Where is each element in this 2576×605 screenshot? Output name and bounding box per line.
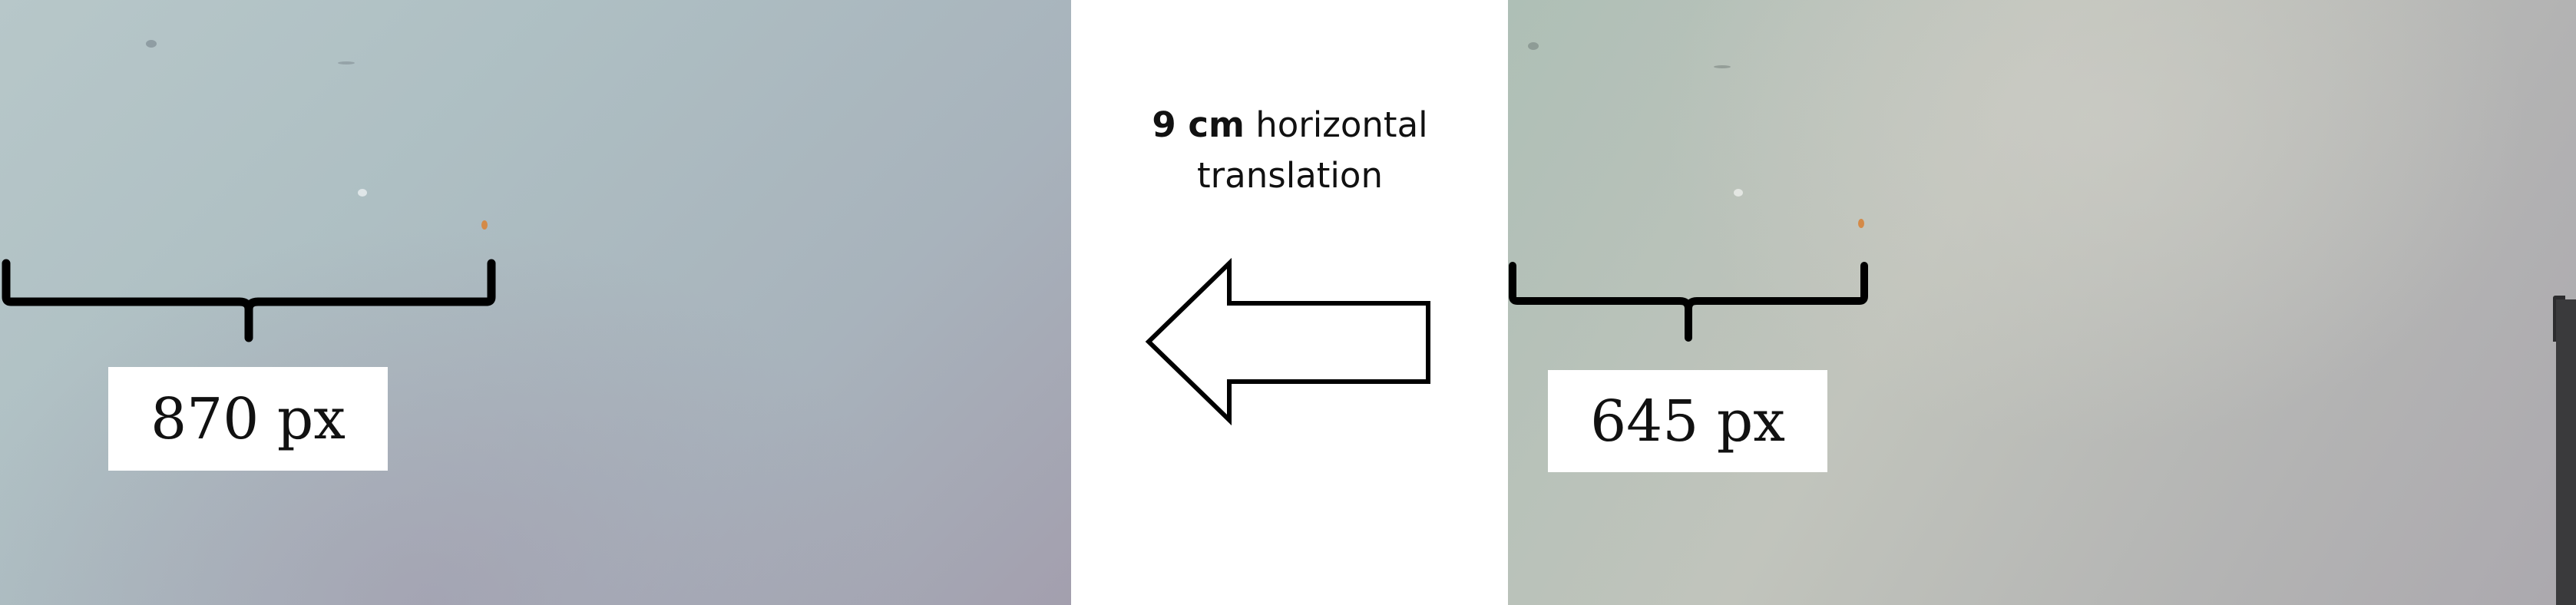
left-brace <box>2 259 496 342</box>
orange-mark <box>481 220 488 230</box>
wall-mark <box>146 40 157 48</box>
dark-object-edge <box>2556 299 2576 605</box>
left-measurement-label: 870 px <box>108 367 388 471</box>
right-measurement-label: 645 px <box>1548 370 1827 472</box>
left-photo: 870 px <box>0 0 1071 605</box>
wall-mark <box>1734 189 1743 197</box>
distance-value: 9 cm <box>1152 104 1245 145</box>
right-brace <box>1509 262 1868 342</box>
translation-caption: 9 cm horizontal translation <box>1090 100 1490 201</box>
wall-mark <box>358 189 367 197</box>
wall-mark <box>1714 65 1731 68</box>
wall-mark <box>338 61 355 64</box>
caption-line-1-rest: horizontal <box>1244 104 1428 145</box>
wall-mark <box>1528 42 1539 50</box>
orange-mark <box>1858 219 1864 228</box>
caption-line-1: 9 cm horizontal <box>1090 100 1490 150</box>
right-photo: 645 px <box>1508 0 2576 605</box>
caption-line-2: translation <box>1197 155 1383 196</box>
left-arrow <box>1145 257 1430 426</box>
